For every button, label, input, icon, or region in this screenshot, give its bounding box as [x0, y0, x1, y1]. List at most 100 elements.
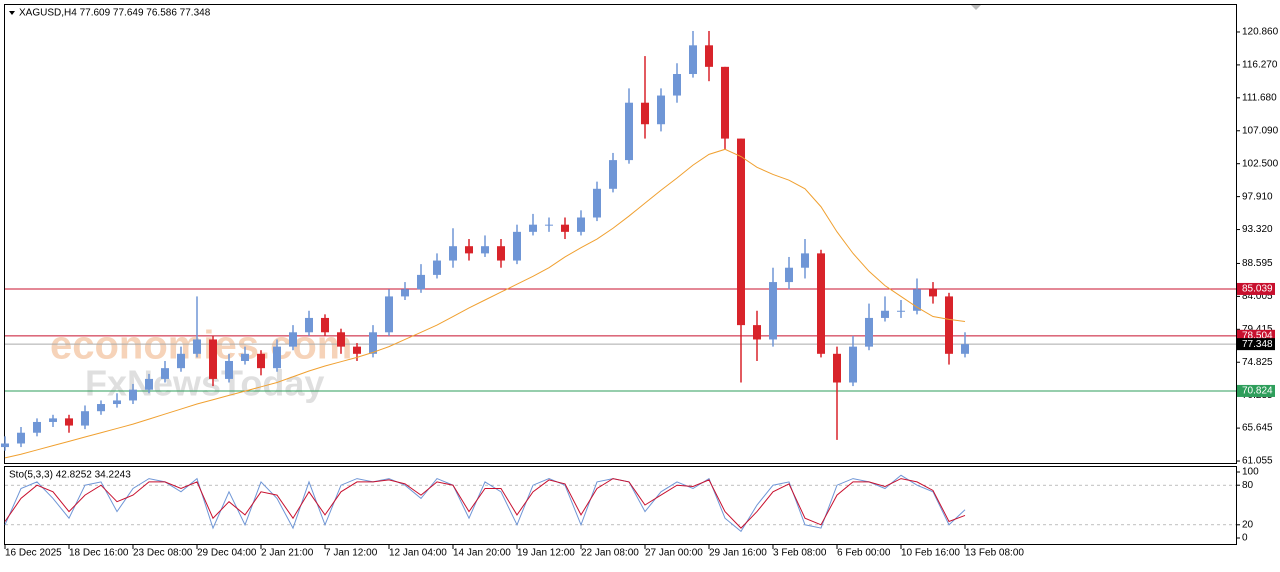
x-tick-label: 12 Jan 04:00 — [389, 548, 447, 559]
y-tick-label: 74.825 — [1242, 357, 1273, 368]
y-tick-label: 102.500 — [1242, 158, 1279, 169]
candle-body — [465, 246, 473, 254]
candle-body — [641, 102, 649, 125]
candle-body — [513, 231, 521, 261]
y-tick-label: 0 — [1242, 533, 1248, 544]
candle-body — [385, 296, 393, 333]
x-tick-label: 29 Dec 04:00 — [197, 548, 257, 559]
stoch-signal — [4, 478, 966, 529]
candle-body — [209, 339, 217, 379]
x-tick-label: 16 Dec 2025 — [5, 548, 62, 559]
candle-body — [113, 400, 121, 405]
moving-average — [4, 148, 966, 459]
candle-body — [657, 95, 665, 125]
candle-body — [673, 74, 681, 96]
y-tick-label: 111.680 — [1242, 92, 1277, 103]
stoch-label: Sto(5,3,3) 42.8252 34.2243 — [9, 470, 131, 481]
y-tick-label: 88.595 — [1242, 258, 1273, 269]
menu-arrow — [9, 11, 15, 15]
candle-body — [737, 138, 745, 326]
candle-body — [81, 411, 89, 426]
candle-body — [193, 339, 201, 354]
candle-body — [721, 66, 729, 139]
watermark: economies.com — [50, 324, 352, 368]
candle-body — [497, 246, 505, 261]
x-tick-label: 7 Jan 12:00 — [325, 548, 378, 559]
x-tick-label: 27 Jan 00:00 — [645, 548, 703, 559]
candle-body — [49, 418, 57, 422]
candle-body — [801, 253, 809, 268]
level-label-bg — [1237, 384, 1275, 397]
y-tick-label: 107.090 — [1242, 125, 1279, 136]
candle-body — [593, 188, 601, 218]
candle-body — [305, 317, 313, 333]
candle-body — [177, 353, 185, 369]
stoch-pane — [4, 466, 1237, 545]
candle-body — [545, 224, 553, 226]
candle-body — [849, 346, 857, 383]
x-tick-label: 29 Jan 16:00 — [709, 548, 767, 559]
candle-body — [897, 310, 905, 312]
candle-body — [401, 289, 409, 297]
candle-body — [929, 289, 937, 297]
y-tick-label: 84.005 — [1242, 291, 1273, 302]
candle-body — [913, 289, 921, 311]
x-tick-label: 13 Feb 08:00 — [965, 548, 1024, 559]
chart-title: XAGUSD,H4 77.609 77.649 76.586 77.348 — [19, 8, 211, 19]
level-label: 70.824 — [1242, 386, 1273, 397]
y-tick-label: 79.415 — [1242, 324, 1273, 335]
candle-body — [689, 45, 697, 75]
candle-body — [353, 346, 361, 354]
candle-body — [241, 353, 249, 361]
candle-body — [17, 432, 25, 444]
x-tick-label: 6 Feb 00:00 — [837, 548, 891, 559]
candle-body — [273, 346, 281, 369]
candle-body — [961, 344, 969, 354]
candle-body — [945, 296, 953, 354]
y-tick-label: 93.320 — [1242, 224, 1273, 235]
watermark: FxNewsToday — [85, 363, 324, 404]
candle-body — [753, 325, 761, 340]
candle-body — [449, 246, 457, 261]
candle-body — [33, 421, 41, 433]
candle-body — [337, 332, 345, 347]
candle-body — [289, 332, 297, 347]
candle-body — [817, 253, 825, 354]
y-tick-label: 20 — [1242, 519, 1254, 530]
candle-body — [833, 353, 841, 383]
candle-body — [769, 282, 777, 340]
x-tick-label: 14 Jan 20:00 — [453, 548, 511, 559]
y-tick-label: 100 — [1242, 467, 1259, 478]
candle-body — [417, 274, 425, 290]
x-tick-label: 22 Jan 08:00 — [581, 548, 639, 559]
x-tick-label: 23 Dec 08:00 — [133, 548, 193, 559]
level-label: 85.039 — [1242, 284, 1273, 295]
candle-body — [161, 368, 169, 379]
candle-body — [129, 389, 137, 401]
shift-marker — [971, 5, 981, 10]
candle-body — [97, 404, 105, 412]
y-tick-label: 61.055 — [1242, 456, 1273, 467]
y-tick-label: 120.860 — [1242, 27, 1279, 38]
level-label-bg — [1237, 282, 1275, 295]
y-tick-label: 80 — [1242, 480, 1254, 491]
candle-body — [369, 332, 377, 354]
stoch-main — [4, 474, 966, 533]
x-tick-label: 2 Jan 21:00 — [261, 548, 314, 559]
candle-body — [609, 160, 617, 189]
candle-body — [257, 353, 265, 369]
y-tick-label: 65.645 — [1242, 423, 1273, 434]
candle-body — [577, 217, 585, 232]
level-label-bg — [1237, 338, 1275, 351]
y-tick-label: 116.270 — [1242, 60, 1278, 71]
x-tick-label: 19 Jan 12:00 — [517, 548, 575, 559]
price-pane — [4, 4, 1237, 464]
x-tick-label: 10 Feb 16:00 — [901, 548, 960, 559]
candle-body — [529, 224, 537, 232]
candle-body — [881, 310, 889, 318]
candle-body — [481, 246, 489, 254]
candle-body — [705, 45, 713, 67]
y-tick-label: 97.910 — [1242, 191, 1273, 202]
candle-body — [433, 260, 441, 275]
